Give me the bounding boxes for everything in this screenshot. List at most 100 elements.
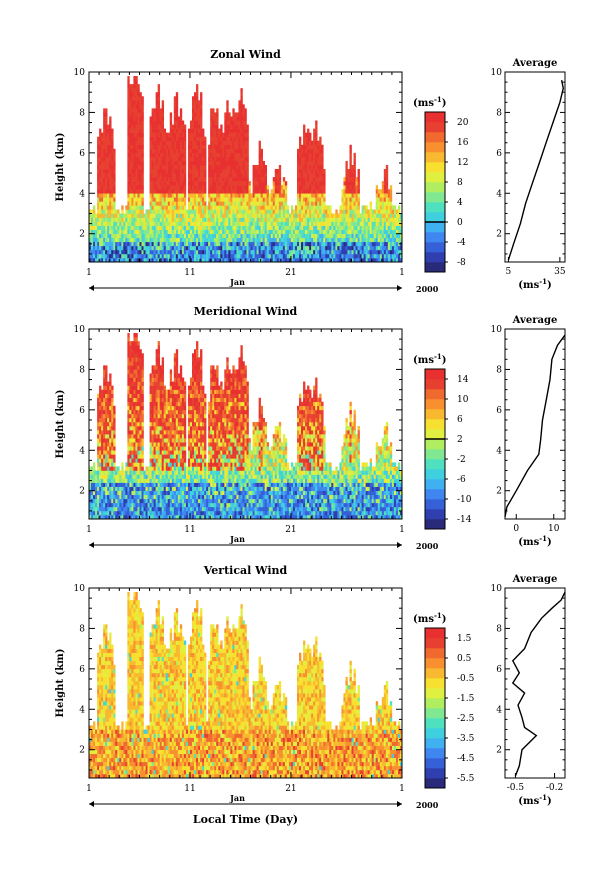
heatmap-cell <box>157 233 160 239</box>
heatmap-cell <box>301 197 304 202</box>
heatmap-cell <box>349 152 352 158</box>
heatmap-cell <box>117 229 120 234</box>
heatmap-cell <box>313 156 316 162</box>
heatmap-cell <box>103 128 106 133</box>
heatmap-cell <box>127 357 130 362</box>
heatmap-cell <box>309 213 312 218</box>
heatmap-cell <box>351 213 354 218</box>
heatmap-cell <box>220 128 223 133</box>
heatmap-cell <box>101 249 104 255</box>
heatmap-cell <box>133 205 136 210</box>
heatmap-cell <box>149 120 152 125</box>
heatmap-cell <box>111 229 114 234</box>
heatmap-cell <box>91 245 94 251</box>
heatmap-cell <box>242 217 245 222</box>
heatmap-cell <box>216 221 219 226</box>
heatmap-cell <box>101 446 104 451</box>
heatmap-cell <box>97 201 100 206</box>
heatmap-cell <box>171 257 175 263</box>
heatmap-cell <box>135 181 138 186</box>
heatmap-cell <box>399 217 403 222</box>
heatmap-cell <box>379 257 383 263</box>
heatmap-cell <box>147 209 150 214</box>
heatmap-cell <box>222 249 225 255</box>
heatmap-cell <box>107 442 110 447</box>
heatmap-cell <box>262 213 265 218</box>
heatmap-cell <box>137 132 140 137</box>
heatmap-cell <box>226 140 229 146</box>
heatmap-cell <box>123 229 126 234</box>
heatmap-cell <box>222 152 225 158</box>
heatmap-cell <box>256 253 259 259</box>
heatmap-cell <box>329 213 332 218</box>
heatmap-cell <box>93 209 96 214</box>
heatmap-cell <box>262 225 265 230</box>
heatmap-cell <box>315 148 318 154</box>
heatmap-cell <box>91 510 94 516</box>
heatmap-cell <box>299 257 302 263</box>
heatmap-cell <box>101 510 104 516</box>
heatmap-cell <box>309 229 312 234</box>
heatmap-cell <box>365 217 368 222</box>
heatmap-cell <box>246 213 249 218</box>
heatmap-cell <box>214 124 217 129</box>
heatmap-cell <box>395 229 399 234</box>
heatmap-cell <box>307 233 310 239</box>
heatmap-cell <box>139 169 142 174</box>
heatmap-cell <box>189 237 193 243</box>
heatmap-cell <box>89 253 92 259</box>
heatmap-cell <box>161 177 165 182</box>
heatmap-cell <box>296 164 300 170</box>
heatmap-cell <box>264 253 267 259</box>
heatmap-cell <box>105 229 108 234</box>
heatmap-cell <box>305 253 308 259</box>
heatmap-cell <box>129 160 132 166</box>
heatmap-cell <box>345 221 348 226</box>
heatmap-cell <box>177 213 181 218</box>
heatmap-cell <box>288 213 292 218</box>
heatmap-cell <box>276 241 280 247</box>
heatmap-cell <box>244 241 247 247</box>
heatmap-cell <box>198 140 201 146</box>
heatmap-cell <box>299 136 302 142</box>
heatmap-cell <box>319 205 322 210</box>
heatmap-cell <box>101 237 104 243</box>
heatmap-cell <box>252 197 255 202</box>
heatmap-cell <box>165 249 169 255</box>
heatmap-cell <box>226 185 229 190</box>
heatmap-cell <box>191 124 195 129</box>
heatmap-cell <box>299 245 302 251</box>
heatmap-cell <box>125 486 128 491</box>
heatmap-cell <box>91 482 94 487</box>
heatmap-cell <box>145 253 148 259</box>
heatmap-cell <box>105 494 108 500</box>
heatmap-cell <box>333 221 336 226</box>
heatmap-cell <box>133 76 136 81</box>
heatmap-cell <box>387 189 391 194</box>
heatmap-cell <box>230 209 233 214</box>
heatmap-cell <box>151 201 154 206</box>
heatmap-cell <box>113 185 116 190</box>
heatmap-cell <box>234 221 237 226</box>
heatmap-cell <box>228 237 231 243</box>
heatmap-cell <box>89 514 92 520</box>
heatmap-cell <box>305 136 308 142</box>
heatmap-cell <box>113 225 116 230</box>
heatmap-cell <box>244 257 247 263</box>
heatmap-cell <box>107 237 110 243</box>
heatmap-cell <box>131 152 134 158</box>
heatmap-cell <box>305 193 308 198</box>
heatmap-cell <box>341 257 344 263</box>
heatmap-cell <box>369 237 373 243</box>
heatmap-cell <box>240 253 243 259</box>
heatmap-cell <box>381 213 385 218</box>
heatmap-cell <box>341 205 344 210</box>
heatmap-cell <box>309 140 312 146</box>
heatmap-cell <box>307 209 310 214</box>
heatmap-cell <box>139 189 142 194</box>
heatmap-cell <box>276 257 280 263</box>
heatmap-cell <box>266 225 270 230</box>
heatmap-cell <box>183 197 187 202</box>
heatmap-cell <box>303 241 306 247</box>
heatmap-cell <box>181 128 185 133</box>
